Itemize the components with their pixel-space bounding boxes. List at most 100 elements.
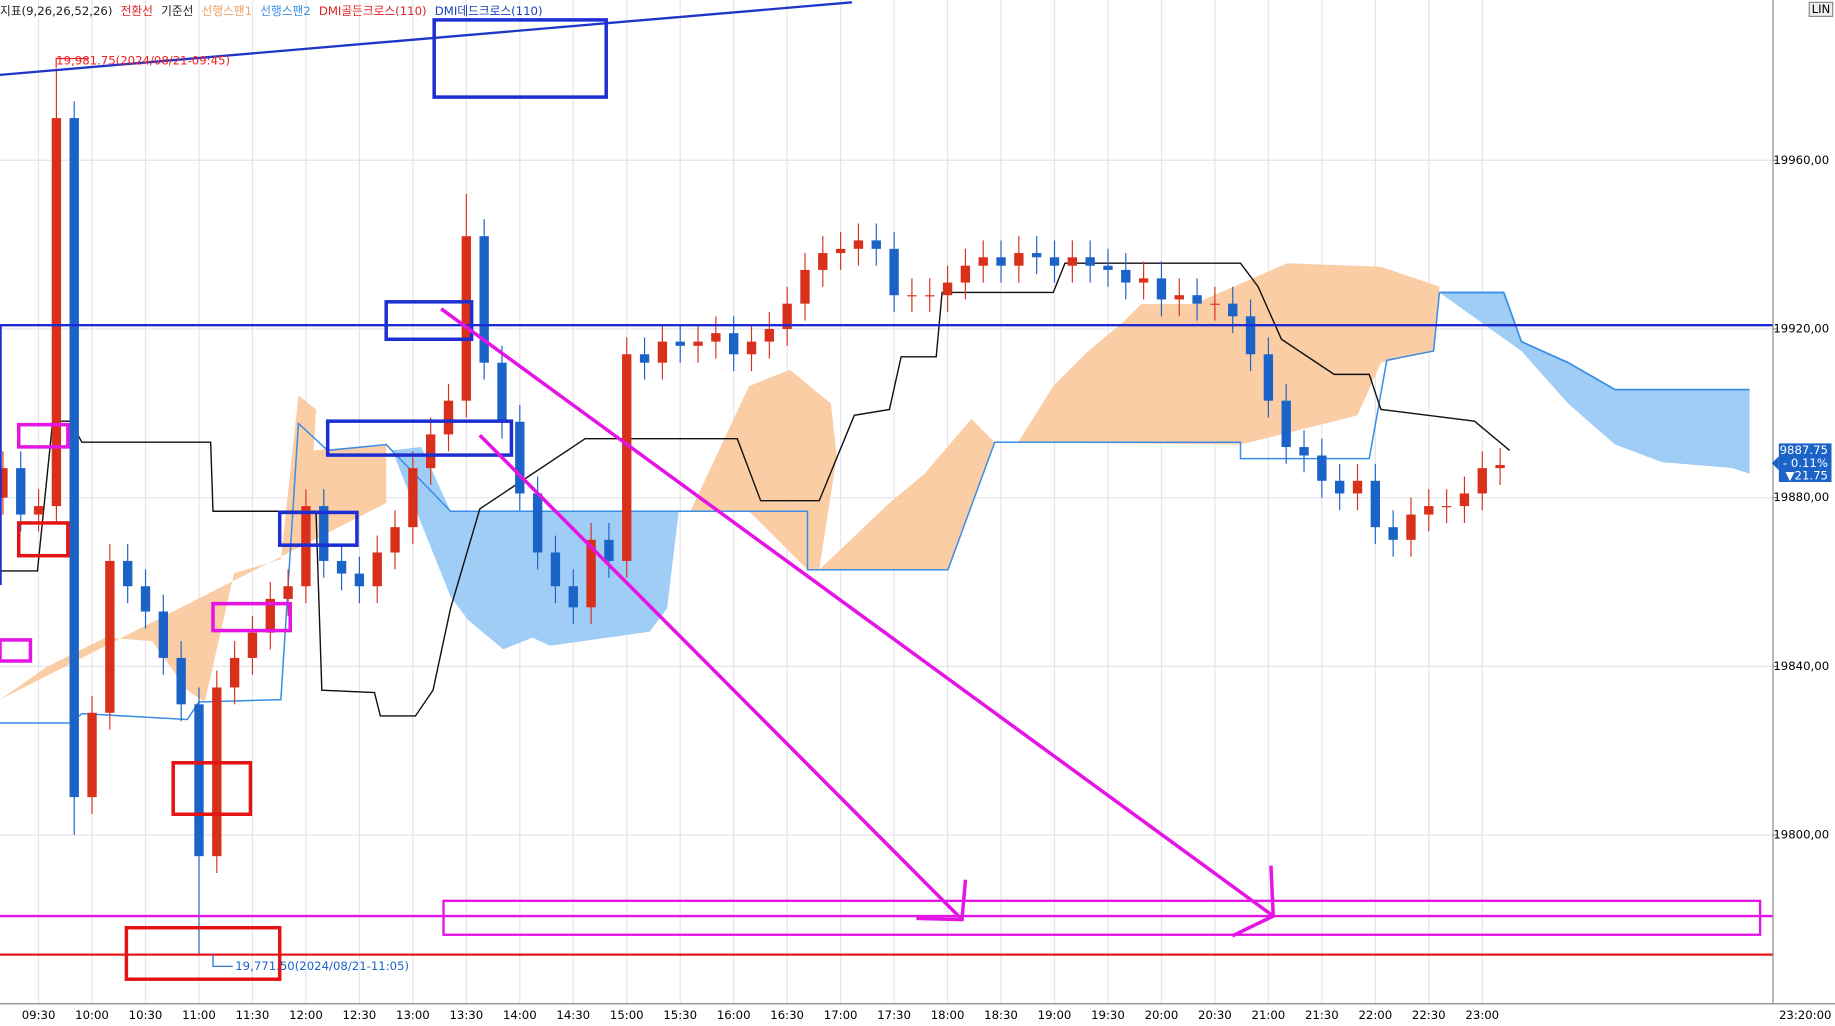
x-tick-label: 20:30 — [1198, 1008, 1232, 1022]
candle-body — [408, 468, 418, 528]
trend-line — [0, 1, 853, 77]
candle-body — [123, 560, 133, 587]
x-tick-label: 15:00 — [610, 1008, 644, 1022]
candle-body — [372, 552, 382, 587]
span2-line — [0, 291, 1504, 724]
candle-body — [1049, 257, 1060, 266]
candle-body — [853, 240, 864, 249]
candle-body — [354, 573, 365, 587]
x-tick-label: 10:00 — [75, 1008, 109, 1022]
corner-button[interactable] — [1808, 1, 1834, 17]
candle-body — [1174, 295, 1184, 300]
x-tick-label: 16:30 — [770, 1008, 804, 1022]
box — [16, 422, 70, 449]
price-box-tip — [1771, 456, 1779, 471]
candle-body — [925, 295, 935, 297]
candle-body — [1138, 278, 1149, 283]
candle-body — [942, 282, 953, 296]
corner-label[interactable]: LIN — [1812, 2, 1831, 16]
x-tick-label: 22:00 — [1358, 1008, 1392, 1022]
candle-body — [532, 493, 543, 553]
x-tick-label: 13:30 — [449, 1008, 483, 1022]
x-tick-label: 13:00 — [396, 1008, 430, 1022]
legend: 지표(9,26,26,52,26) 전환선 기준선 선행스팬1 선행스팬2 DMI골든크로… — [0, 4, 543, 18]
x-tick-label: 11:00 — [182, 1008, 216, 1022]
candle-body — [657, 341, 668, 363]
candle-body — [283, 586, 293, 599]
arrow — [440, 307, 1275, 918]
legend-entry: 전환선 — [121, 4, 153, 18]
candle-body — [1352, 480, 1363, 494]
candle-body — [1406, 514, 1416, 540]
candle-body — [907, 295, 917, 297]
x-tick-label: 12:00 — [289, 1008, 323, 1022]
candle-body — [586, 539, 596, 608]
arrow — [478, 433, 964, 921]
box — [16, 521, 70, 558]
candle-body — [1014, 253, 1024, 266]
candle-body — [105, 560, 115, 713]
box — [277, 510, 359, 547]
candle-body — [1103, 265, 1113, 270]
candle-body — [51, 118, 62, 507]
x-tick-label: 15:30 — [663, 1008, 697, 1022]
candle-body — [568, 586, 578, 608]
candle-body — [336, 560, 347, 574]
candle-body — [212, 687, 222, 857]
candle-body — [835, 248, 846, 254]
candle-body — [978, 257, 988, 266]
candle-body — [711, 333, 721, 342]
candle-body — [622, 354, 632, 561]
candle-body — [1085, 257, 1095, 266]
candle-body — [443, 400, 454, 435]
annotation-line — [212, 954, 233, 967]
x-tick-label: 12:30 — [343, 1008, 377, 1022]
candle-body — [1299, 447, 1309, 456]
box — [171, 761, 253, 817]
candle-body — [1424, 506, 1434, 515]
x-tick-label: 11:30 — [236, 1008, 270, 1022]
candle-body — [764, 328, 775, 342]
candle-body — [818, 253, 828, 270]
y-tick-label: 19880,00 — [1773, 490, 1829, 504]
y-tick-label: 19960,00 — [1773, 153, 1829, 167]
x-tick-label: 09:30 — [22, 1008, 56, 1022]
x-tick-label: 17:00 — [824, 1008, 858, 1022]
candle-body — [1495, 464, 1505, 469]
candle-body — [1477, 468, 1487, 494]
candle-body — [229, 657, 240, 688]
x-tick-label: 21:00 — [1252, 1008, 1286, 1022]
candle-body — [1317, 455, 1327, 481]
x-tick-label: 14:00 — [503, 1008, 537, 1022]
x-tick-label: 14:30 — [556, 1008, 590, 1022]
candle-body — [497, 362, 507, 422]
candle-body — [319, 506, 329, 561]
candle-body — [1067, 257, 1078, 266]
box — [442, 899, 1762, 936]
candle-body — [33, 506, 44, 515]
arrow-head — [916, 879, 968, 922]
candle-body — [693, 341, 703, 346]
legend-entry: 기준선 — [161, 4, 193, 18]
x-tick-label: 21:30 — [1305, 1008, 1339, 1022]
candle-body — [550, 552, 561, 587]
y-tick-label: 19800,00 — [1773, 828, 1829, 842]
legend-entry: 선행스팬2 — [260, 4, 310, 18]
candle-body — [158, 611, 169, 658]
candle-body — [69, 118, 79, 798]
cloud-bull — [0, 395, 387, 702]
base-line — [0, 262, 1511, 717]
box — [211, 601, 292, 633]
box — [432, 18, 608, 99]
candle-body — [639, 354, 650, 363]
change: ▼21.75 — [1786, 469, 1828, 483]
candle-body — [390, 527, 400, 553]
x-tick-label: 19:30 — [1091, 1008, 1125, 1022]
candle-body — [87, 712, 97, 798]
price-box — [1778, 443, 1832, 482]
annotation: 19,981.75(2024/08/21-09:45) — [56, 53, 230, 67]
box — [124, 925, 282, 981]
x-tick-label: 22:30 — [1412, 1008, 1446, 1022]
candle-body — [960, 265, 971, 283]
